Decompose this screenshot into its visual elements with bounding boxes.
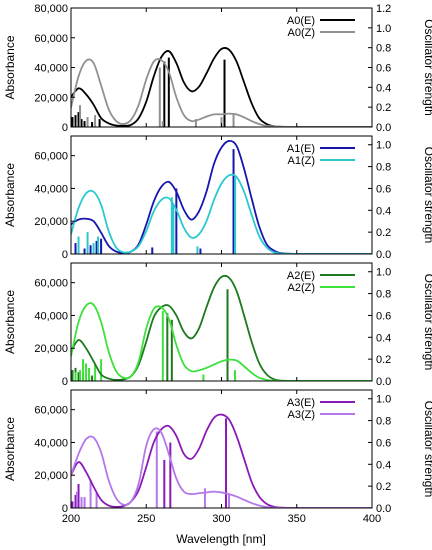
legend-label-1: A2(Z) [288, 282, 316, 294]
y2-tick-label-1: 0.2 [376, 102, 391, 114]
y2-tick-label-3: 0.6 [376, 183, 391, 195]
y-tick-label-1: 20,000 [34, 92, 68, 104]
legend-label-0: A3(E) [287, 397, 315, 409]
y2-tick-label-1: 0.2 [376, 354, 391, 366]
x-tick-label-1: 250 [137, 513, 155, 525]
y-tick-label-2: 40,000 [34, 63, 68, 75]
legend-label-0: A2(E) [287, 270, 315, 282]
y-tick-label-1: 20,000 [34, 470, 68, 482]
axes-frame [70, 7, 373, 128]
y-tick-label-0: 0 [62, 122, 68, 134]
y2-axis-title: Oscillator strength [422, 274, 432, 371]
y2-tick-label-5: 1.0 [376, 140, 391, 152]
y-tick-label-3: 60,000 [34, 405, 68, 417]
curve-1 [71, 302, 372, 381]
y2-axis-title: Oscillator strength [422, 401, 432, 498]
plot-area [71, 139, 372, 254]
y2-tick-label-3: 0.6 [376, 437, 391, 449]
curve-1 [71, 58, 372, 127]
y-axis-title: Absorbance [3, 163, 17, 227]
plot-area [71, 47, 372, 127]
y2-tick-label-3: 0.6 [376, 310, 391, 322]
y-tick-label-3: 60,000 [34, 151, 68, 163]
y-tick-label-2: 40,000 [34, 183, 68, 195]
y2-tick-label-1: 0.2 [376, 481, 391, 493]
y2-tick-label-4: 0.8 [376, 162, 391, 174]
y-tick-label-3: 60,000 [34, 278, 68, 290]
x-axis-title: Wavelength [nm] [176, 532, 266, 546]
y2-tick-label-0: 0.0 [376, 376, 391, 388]
y-tick-label-0: 0 [62, 249, 68, 261]
panel-2: 0 20,000 40,000 60,000 0.0 0.2 0.4 0.6 0.8 1.0 Abs… [3, 262, 432, 388]
curve-0 [71, 274, 372, 381]
curve-0 [71, 413, 372, 508]
y-tick-label-0: 0 [62, 503, 68, 515]
y2-tick-label-4: 0.8 [376, 43, 391, 55]
y2-tick-label-0: 0.0 [376, 249, 391, 261]
y2-tick-label-0: 0.0 [376, 503, 391, 515]
y-axis-title: Absorbance [3, 290, 17, 354]
curve-0 [71, 139, 372, 254]
y-tick-label-2: 40,000 [34, 310, 68, 322]
legend-label-0: A0(E) [287, 15, 315, 27]
y-tick-label-2: 40,000 [34, 437, 68, 449]
y2-tick-label-4: 0.8 [376, 289, 391, 301]
x-tick-label-3: 350 [288, 513, 306, 525]
y2-tick-label-4: 0.8 [376, 416, 391, 428]
curve-1 [71, 173, 372, 254]
y2-tick-label-5: 1.0 [376, 267, 391, 279]
y-axis-title: Absorbance [3, 35, 17, 99]
y2-axis-title: Oscillator strength [422, 147, 432, 244]
y2-tick-label-2: 0.4 [376, 205, 391, 217]
y2-tick-label-5: 1.0 [376, 394, 391, 406]
y2-tick-label-2: 0.4 [376, 82, 391, 94]
y-axis-title: Absorbance [3, 417, 17, 481]
panel-3: 200 250 300 350 400 0 20,000 40,000 60,000 0.0 0.2… [3, 389, 432, 525]
axes-frame [70, 389, 373, 509]
y2-tick-label-2: 0.4 [376, 332, 391, 344]
curve-1 [71, 427, 372, 508]
legend-label-1: A0(Z) [288, 27, 316, 39]
y-tick-label-1: 20,000 [34, 216, 68, 228]
axes-frame [70, 135, 373, 255]
legend-label-1: A1(Z) [288, 155, 316, 167]
panel-0: 0 20,000 40,000 60,000 80,000 0.0 0.2 0.4 0.6 0.8… [3, 3, 432, 134]
plot-area [71, 274, 372, 381]
x-tick-label-4: 400 [363, 513, 381, 525]
panel-1: 0 20,000 40,000 60,000 0.0 0.2 0.4 0.6 0.8 1.0 Abs… [3, 135, 432, 261]
y-tick-label-3: 60,000 [34, 33, 68, 45]
y2-tick-label-0: 0.0 [376, 122, 391, 134]
legend-label-0: A1(E) [287, 143, 315, 155]
plot-area [71, 413, 372, 508]
y-tick-label-0: 0 [62, 376, 68, 388]
x-tick-label-0: 200 [62, 513, 80, 525]
y2-tick-label-6: 1.2 [376, 3, 391, 15]
panels: 0 20,000 40,000 60,000 80,000 0.0 0.2 0.4 0.6 0.8… [3, 3, 432, 525]
y2-tick-label-5: 1.0 [376, 23, 391, 35]
y2-tick-label-2: 0.4 [376, 459, 391, 471]
y2-axis-title: Oscillator strength [422, 19, 432, 116]
x-tick-label-2: 300 [212, 513, 230, 525]
axes-frame [70, 262, 373, 382]
y2-tick-label-1: 0.2 [376, 227, 391, 239]
y2-tick-label-3: 0.6 [376, 63, 391, 75]
legend-label-1: A3(Z) [288, 409, 316, 421]
y-tick-label-1: 20,000 [34, 343, 68, 355]
y-tick-label-4: 80,000 [34, 3, 68, 15]
